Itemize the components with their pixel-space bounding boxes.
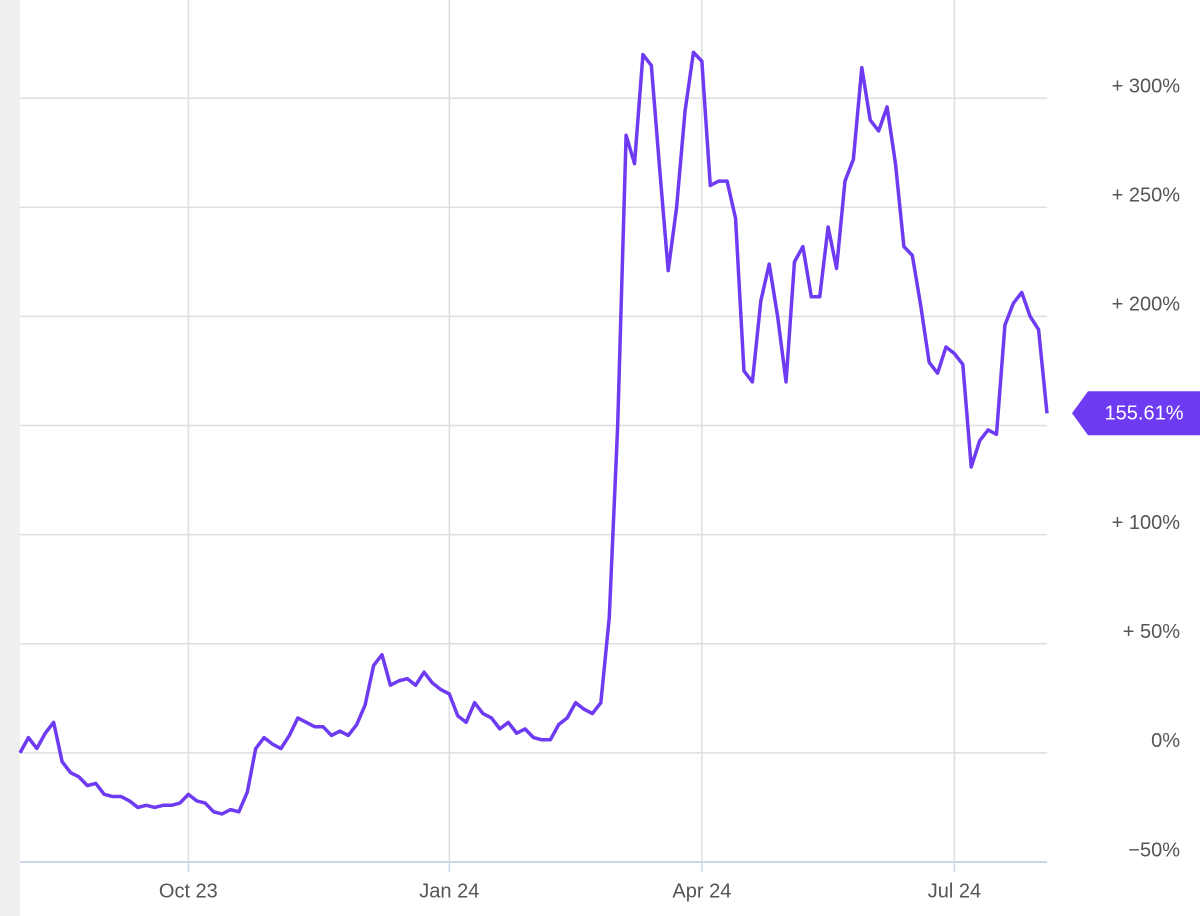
y-tick-label: + 100% <box>1112 512 1181 534</box>
y-tick-label: 0% <box>1151 730 1180 752</box>
y-tick-label: −50% <box>1128 839 1180 861</box>
x-tick-label: Jul 24 <box>928 880 981 902</box>
left-strip <box>0 0 20 916</box>
x-tick-label: Jan 24 <box>419 880 479 902</box>
plot-area <box>20 0 1047 862</box>
line <box>18 50 1049 816</box>
x-tick-label: Oct 23 <box>159 880 218 902</box>
y-tick-label: + 250% <box>1112 185 1181 207</box>
current-value-label: 155.61% <box>1105 403 1184 425</box>
y-tick-label: + 300% <box>1112 75 1181 97</box>
y-tick-label: + 50% <box>1123 621 1180 643</box>
current-value-flag <box>1072 391 1200 436</box>
x-tick-label: Apr 24 <box>672 880 731 902</box>
y-tick-label: + 200% <box>1112 294 1181 316</box>
